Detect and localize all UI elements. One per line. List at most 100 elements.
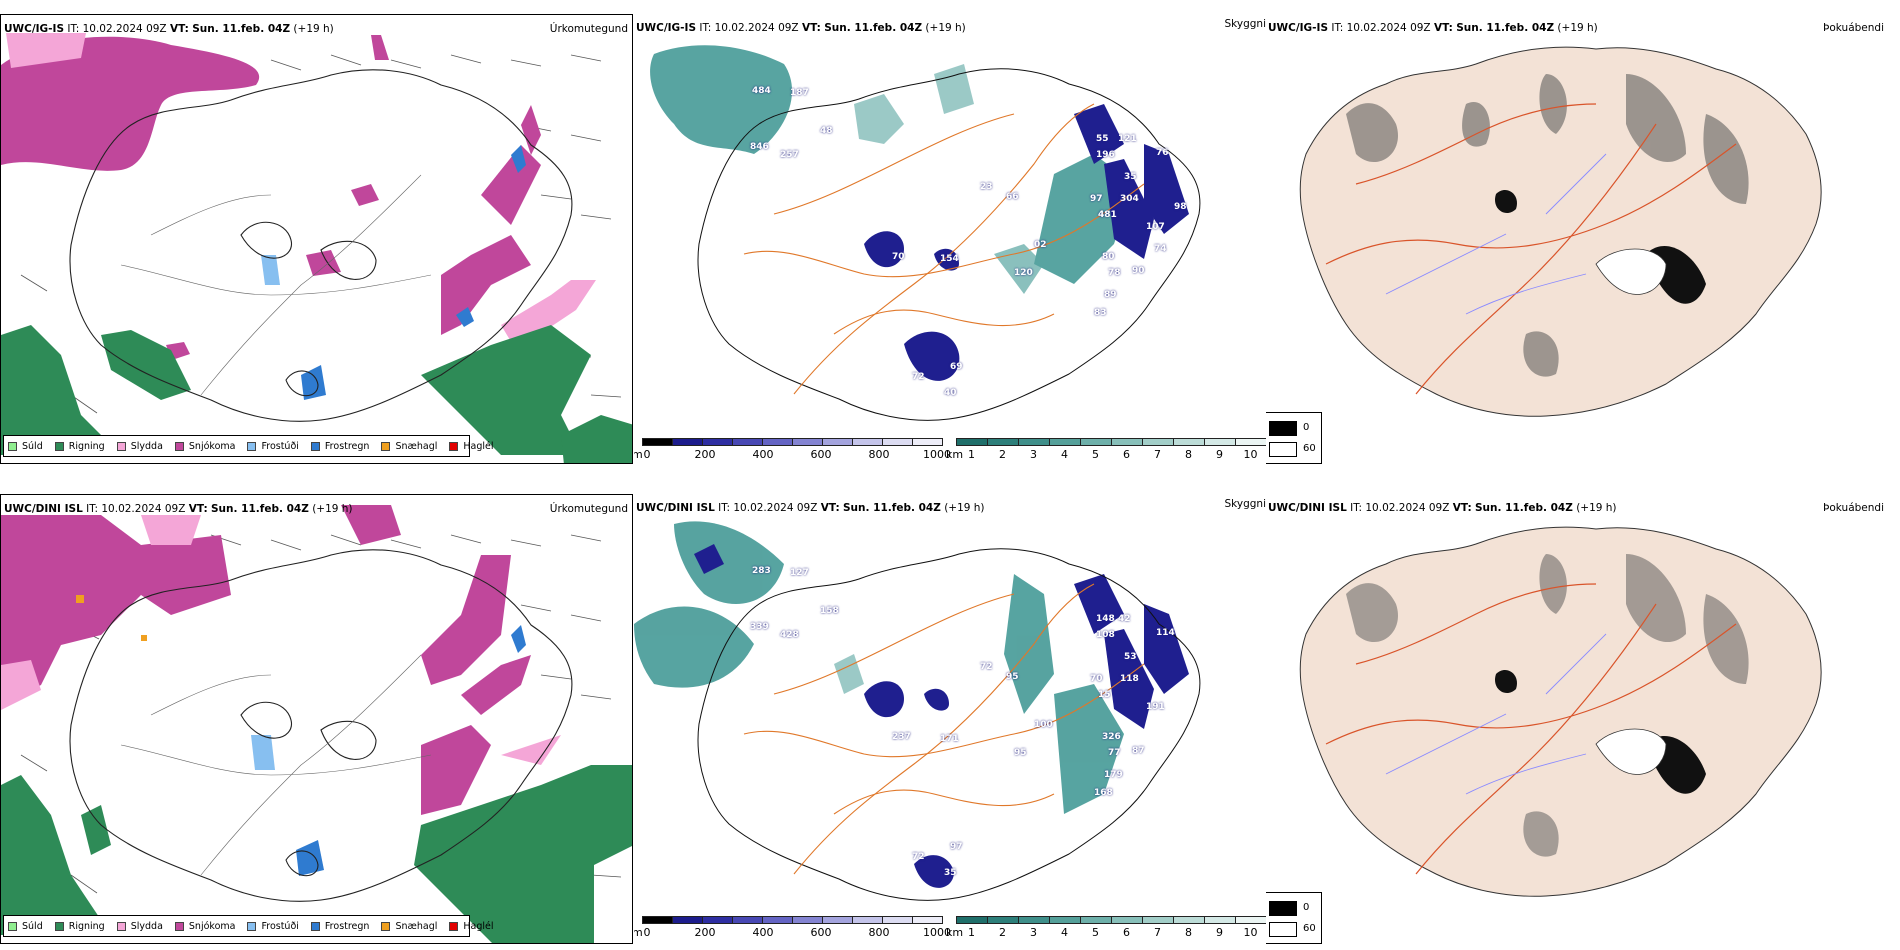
colorbar-tick: 400 xyxy=(752,448,774,461)
visibility-map-graphic-1 xyxy=(650,45,1201,421)
panel-title-visibility-1: Skyggni xyxy=(1224,18,1267,30)
legend-item: Snjókoma xyxy=(174,921,235,932)
sleet-areas-1 xyxy=(6,33,596,350)
cloud-base-value: 53 xyxy=(1124,652,1137,662)
colorbar-segment xyxy=(987,438,1019,446)
colorbar-tick: 6 xyxy=(1123,448,1130,461)
colorbar-tick: 7 xyxy=(1154,926,1161,939)
cloud-base-value: 42 xyxy=(1118,614,1131,624)
legend-label: Snæhagl xyxy=(395,920,438,932)
cloud-base-colorbar-1: m 0 200 400 600 800 1000 xyxy=(634,438,951,461)
cloud-base-value: 72 xyxy=(912,372,925,382)
glacier-2 xyxy=(1595,728,1667,775)
colorbar-segment xyxy=(1111,916,1143,924)
colorbar-tick: 8 xyxy=(1185,448,1192,461)
cloud-base-value: 76 xyxy=(1156,148,1169,158)
colorbar-tick: 10 xyxy=(1243,926,1258,939)
colorbar-segment xyxy=(987,916,1019,924)
colorbar-segment xyxy=(1204,438,1236,446)
colorbar-tick: 3 xyxy=(1030,926,1037,939)
colorbar-unit: km xyxy=(946,448,964,461)
colorbar-segment xyxy=(672,916,703,924)
colorbar-tick: 600 xyxy=(810,448,832,461)
precip-map-graphic-1 xyxy=(1,33,632,463)
colorbar-segment xyxy=(642,916,673,924)
colorbar-segment xyxy=(1111,438,1143,446)
colorbar-tick: 200 xyxy=(694,448,716,461)
cloud-base-value: 428 xyxy=(780,630,799,640)
legend-swatch xyxy=(247,441,257,451)
legend-item: Frostregn xyxy=(310,921,369,932)
legend-label: Slydda xyxy=(130,920,163,932)
freezing-areas-1 xyxy=(261,145,526,400)
colorbar-tick: 800 xyxy=(868,448,890,461)
legend-item: Slydda xyxy=(116,920,163,932)
iceland-outline-4 xyxy=(697,548,1201,901)
low-visibility-areas-1 xyxy=(650,45,1134,294)
colorbar-tick: 1000 xyxy=(923,926,951,939)
map-header-1b: UWC/IG-IS IT: 10.02.2024 09Z VT: Sun. 11… xyxy=(636,22,966,34)
legend-label: Frostúði xyxy=(261,440,299,452)
sleet-areas-2 xyxy=(1,515,561,765)
legend-item: Frostúði xyxy=(247,440,299,452)
legend-item: Frostregn xyxy=(310,441,369,452)
snow-areas-1 xyxy=(1,35,541,360)
colorbar-segment xyxy=(1235,438,1266,446)
rain-areas-2 xyxy=(1,765,632,943)
colorbar-tick: 3 xyxy=(1030,448,1037,461)
roads-2 xyxy=(743,103,1145,395)
legend-swatch xyxy=(116,921,126,931)
fog-shading-1 xyxy=(1346,74,1749,377)
legend-item: Rigning xyxy=(54,921,105,932)
cloud-base-value: 108 xyxy=(1096,630,1115,640)
snow-areas-2 xyxy=(1,505,531,815)
cloud-base-value: 114 xyxy=(1156,628,1175,638)
colorbar-segment xyxy=(702,916,733,924)
colorbar-tick: 5 xyxy=(1092,448,1099,461)
legend-swatch xyxy=(174,441,184,451)
legend-label: Slydda xyxy=(130,440,163,452)
cloud-base-colorbar-2: m 0 200 400 600 800 1000 xyxy=(634,916,951,939)
cloud-base-value: 339 xyxy=(750,622,769,632)
fog-index-map-1: UWC/IG-IS IT: 10.02.2024 09Z VT: Sun. 11… xyxy=(1266,14,1900,466)
cloud-base-value: 257 xyxy=(780,150,799,160)
panel-title-fog-2: Þokuábendi xyxy=(1823,502,1884,514)
cloud-base-value: 481 xyxy=(1098,210,1117,220)
cloud-base-value: 846 xyxy=(750,142,769,152)
cloud-base-value: 179 xyxy=(1104,770,1123,780)
cloud-base-areas-1 xyxy=(864,104,1189,381)
colorbar-segment xyxy=(1080,916,1112,924)
legend-swatch xyxy=(54,921,64,931)
cloud-base-value: 74 xyxy=(1154,244,1167,254)
cloud-base-value: 283 xyxy=(752,566,771,576)
precip-type-map-2: UWC/DINI ISL IT: 10.02.2024 09Z VT: Sun.… xyxy=(0,494,633,944)
legend-item: Snjókoma xyxy=(174,441,235,452)
legend-label: Snæhagl xyxy=(395,440,438,452)
cloud-base-value: 118 xyxy=(1120,674,1139,684)
colorbar-unit: km xyxy=(946,926,964,939)
legend-swatch xyxy=(54,441,64,451)
cloud-base-value: 187 xyxy=(790,88,809,98)
iceland-outline-3 xyxy=(69,549,573,902)
fog-map-graphic-1 xyxy=(1299,46,1822,417)
colorbar-tick: 9 xyxy=(1216,448,1223,461)
cloud-base-value: 168 xyxy=(1094,788,1113,798)
colorbar-segment xyxy=(956,916,988,924)
cloud-base-value: 127 xyxy=(790,568,809,578)
colorbar-segment xyxy=(732,916,763,924)
map-header-1a: UWC/IG-IS IT: 10.02.2024 09Z VT: Sun. 11… xyxy=(4,23,334,35)
fog-swatch-high-1 xyxy=(1269,421,1297,436)
rain-areas-1 xyxy=(1,325,632,463)
cloud-base-value: 35 xyxy=(1124,172,1137,182)
fog-index-map-2: UWC/DINI ISL IT: 10.02.2024 09Z VT: Sun.… xyxy=(1266,494,1900,946)
legend-swatch xyxy=(247,921,257,931)
colorbar-tick: 5 xyxy=(1092,926,1099,939)
legend-label: Súld xyxy=(22,920,43,932)
colorbar-segment xyxy=(642,438,673,446)
visibility-colorbar-1: km 1 2 3 4 5 6 7 8 9 10 xyxy=(946,438,1266,461)
cloud-base-value: 95 xyxy=(1006,672,1019,682)
visibility-colorbar-2: km 1 2 3 4 5 6 7 8 9 10 xyxy=(946,916,1266,939)
legend-swatch xyxy=(174,921,184,931)
cloud-base-value: 97 xyxy=(950,842,963,852)
low-visibility-areas-2 xyxy=(634,521,1124,814)
